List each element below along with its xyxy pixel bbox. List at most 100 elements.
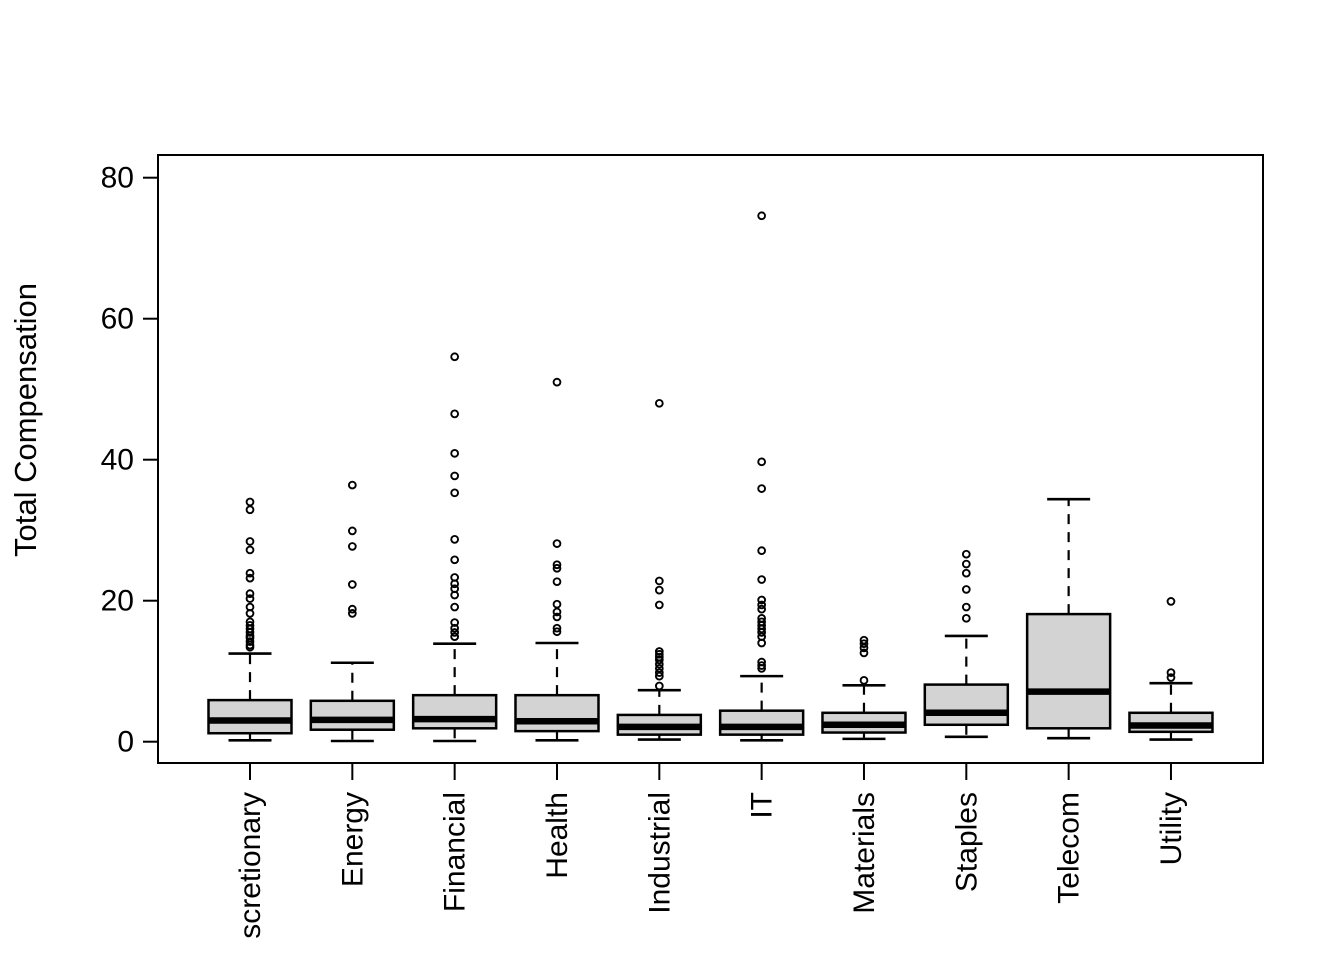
outlier-dot — [450, 584, 460, 594]
outlier-dot — [552, 377, 562, 387]
y-tick-label: 80 — [101, 162, 134, 195]
outlier-dot — [654, 649, 664, 659]
iqr-box — [309, 699, 396, 731]
x-tick-label: scretionary — [234, 792, 267, 939]
iqr-box — [1025, 612, 1112, 730]
outlier-dot — [245, 537, 255, 546]
outlier-dot — [450, 352, 460, 362]
outlier-dot — [654, 647, 664, 656]
outlier-dot — [450, 628, 460, 637]
outlier-dot — [654, 585, 664, 595]
outlier-dot — [245, 573, 255, 583]
outlier-dot — [347, 526, 357, 536]
outlier-dot — [859, 643, 869, 653]
y-tick-label: 0 — [117, 726, 134, 759]
outlier-dot — [245, 497, 255, 507]
outlier-dot — [654, 600, 664, 610]
outlier-dot — [654, 681, 664, 691]
y-tick-label: 60 — [101, 303, 134, 336]
outlier-dot — [245, 637, 255, 646]
iqr-box — [411, 693, 498, 730]
outlier-dot — [757, 657, 767, 667]
outlier-dot — [859, 648, 869, 658]
outlier-dot — [757, 546, 767, 555]
outlier-dot — [961, 613, 971, 623]
outlier-dot — [757, 661, 767, 670]
outlier-dot — [859, 676, 869, 685]
outlier-dot — [450, 573, 460, 582]
iqr-box — [718, 709, 805, 736]
x-tick-label: Utility — [1155, 792, 1188, 865]
outlier-dot — [654, 576, 664, 586]
outlier-dot — [961, 559, 971, 569]
outlier-dot — [450, 409, 460, 419]
x-tick-label: Telecom — [1053, 792, 1086, 904]
outlier-dot — [552, 607, 562, 617]
outlier-dot — [450, 602, 460, 612]
outlier-dot — [961, 549, 971, 559]
outlier-dot — [757, 595, 767, 605]
outlier-dot — [347, 542, 357, 551]
outlier-dot — [552, 563, 562, 573]
outlier-dot — [450, 632, 460, 642]
outlier-dot — [757, 600, 767, 610]
outlier-dot — [757, 457, 767, 467]
outlier-dot — [961, 602, 971, 612]
outlier-dot — [245, 568, 255, 578]
outlier-dot — [757, 632, 767, 642]
outlier-dot — [654, 398, 664, 408]
outlier-dot — [757, 617, 767, 627]
x-tick-label: Energy — [336, 792, 369, 887]
outlier-dot — [245, 621, 255, 630]
x-tick-label: Staples — [950, 792, 983, 892]
outlier-dot — [450, 535, 460, 544]
outlier-dot — [552, 577, 562, 587]
iqr-box — [514, 693, 600, 733]
outlier-dot — [552, 560, 562, 570]
outlier-dot — [450, 555, 460, 565]
outlier-dot — [552, 612, 562, 622]
outlier-dot — [1166, 597, 1176, 606]
x-tick-label: Materials — [848, 792, 881, 914]
outlier-dot — [859, 635, 869, 645]
outlier-dot — [245, 594, 255, 603]
outlier-dot — [347, 604, 357, 614]
outlier-dot — [654, 652, 664, 662]
outlier-dot — [245, 602, 255, 612]
outlier-dot — [245, 617, 255, 627]
outlier-dot — [961, 568, 971, 578]
outlier-dot — [450, 623, 460, 633]
iqr-box — [207, 698, 293, 735]
outlier-dot — [1166, 673, 1176, 682]
outlier-dot — [757, 484, 767, 493]
outlier-dot — [552, 539, 562, 548]
y-axis-title: Total Compensation — [8, 283, 43, 557]
outlier-dot — [450, 471, 460, 481]
outlier-dot — [552, 623, 562, 633]
outlier-dot — [450, 449, 460, 458]
outlier-dot — [245, 545, 255, 555]
outlier-dot — [245, 505, 255, 515]
outlier-dot — [552, 599, 562, 609]
outlier-dot — [245, 589, 255, 599]
x-tick-label: Industrial — [643, 792, 676, 914]
outlier-dot — [961, 585, 971, 594]
outlier-dot — [1166, 668, 1176, 677]
x-tick-label: Health — [541, 792, 574, 879]
outlier-dot — [757, 575, 767, 584]
y-tick-label: 20 — [101, 585, 134, 618]
outlier-dot — [450, 488, 460, 498]
outlier-dot — [654, 664, 664, 673]
iqr-box — [923, 683, 1010, 727]
outlier-dot — [757, 604, 767, 614]
outlier-dot — [757, 211, 767, 221]
outlier-dot — [347, 609, 357, 618]
outlier-dot — [347, 580, 357, 589]
outlier-dot — [347, 480, 357, 490]
outlier-dot — [654, 655, 664, 665]
x-tick-label: Financial — [439, 792, 472, 912]
x-tick-label: IT — [746, 792, 779, 819]
outlier-dot — [654, 671, 664, 681]
y-tick-label: 40 — [101, 444, 134, 477]
